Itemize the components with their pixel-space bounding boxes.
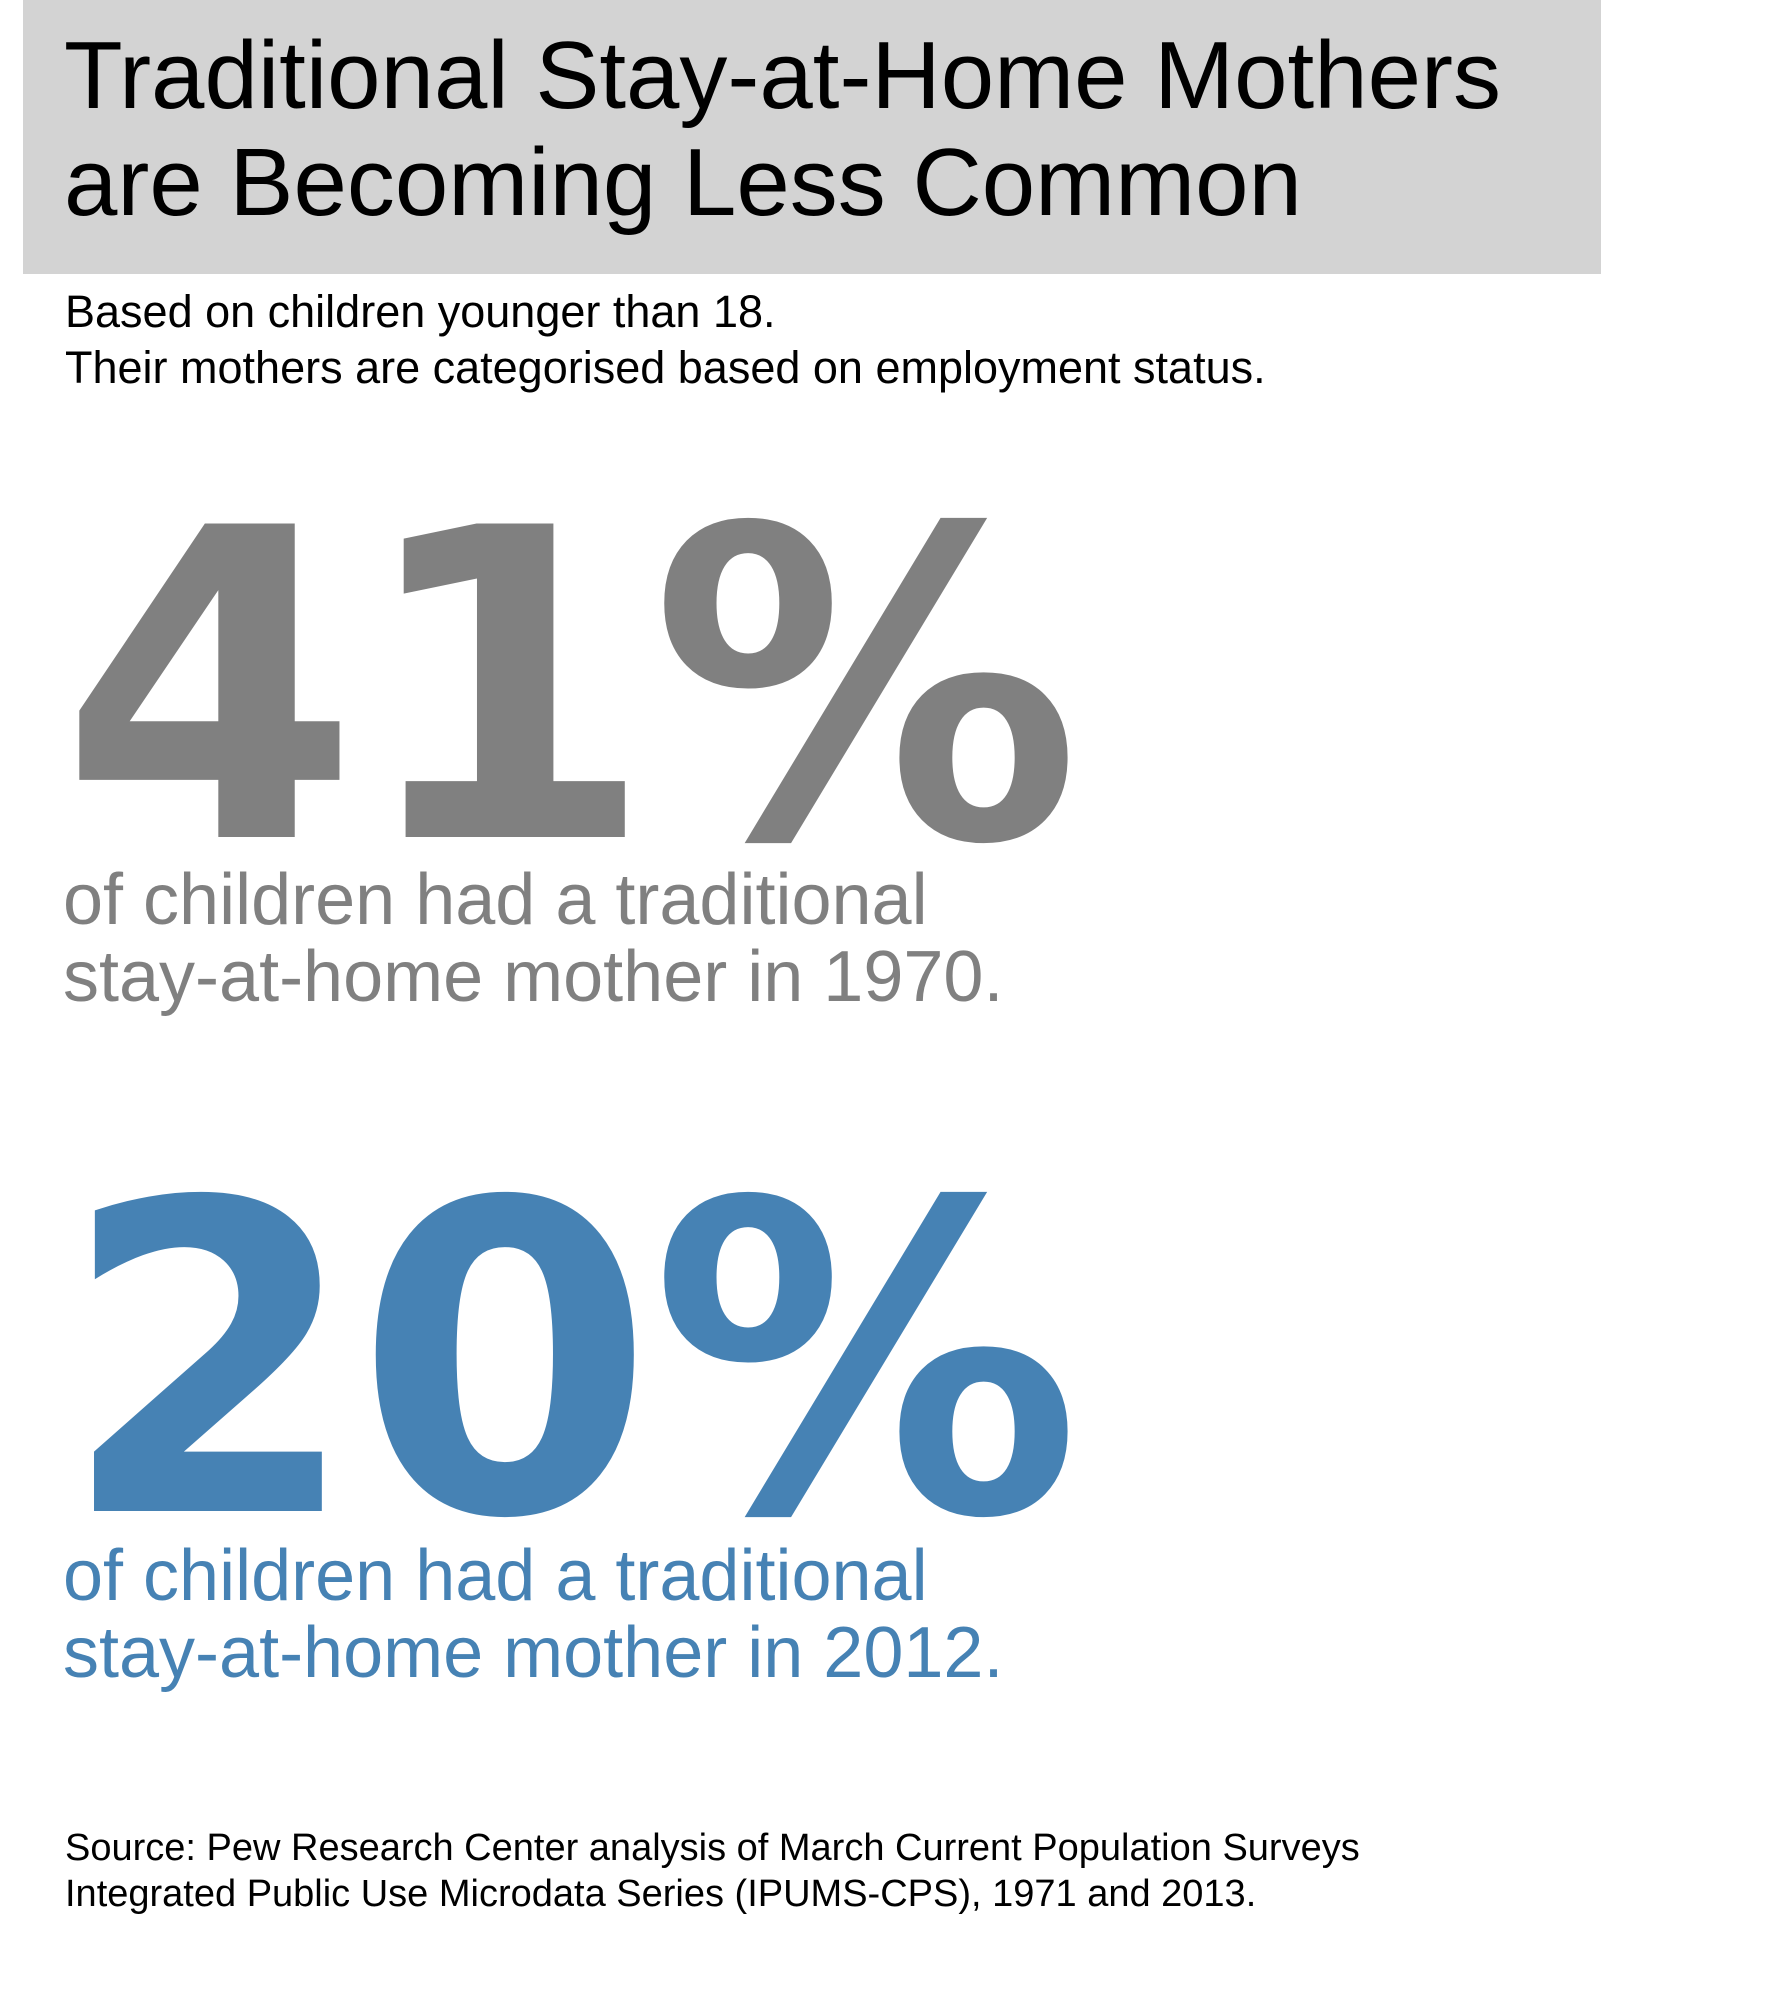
stat-1970-value: 41% (60, 439, 1081, 939)
title-banner (23, 0, 1601, 274)
stat-2012-text-line-2: stay-at-home mother in 2012. (63, 1613, 1004, 1693)
stat-2012-value: 20% (60, 1113, 1081, 1613)
stat-1970-text-line-2: stay-at-home mother in 1970. (63, 937, 1004, 1017)
source-note-line-1: Source: Pew Research Center analysis of … (65, 1827, 1360, 1869)
chart-subtitle-line-1: Based on children younger than 18. (65, 286, 776, 337)
stat-1970-text-line-1: of children had a traditional (63, 860, 928, 940)
stat-2012-text-line-1: of children had a traditional (63, 1536, 928, 1616)
chart-title-line-1: Traditional Stay-at-Home Mothers (64, 22, 1501, 129)
chart-subtitle-line-2: Their mothers are categorised based on e… (65, 342, 1266, 393)
chart-title-line-2: are Becoming Less Common (64, 129, 1302, 236)
source-note-line-2: Integrated Public Use Microdata Series (… (65, 1873, 1257, 1915)
